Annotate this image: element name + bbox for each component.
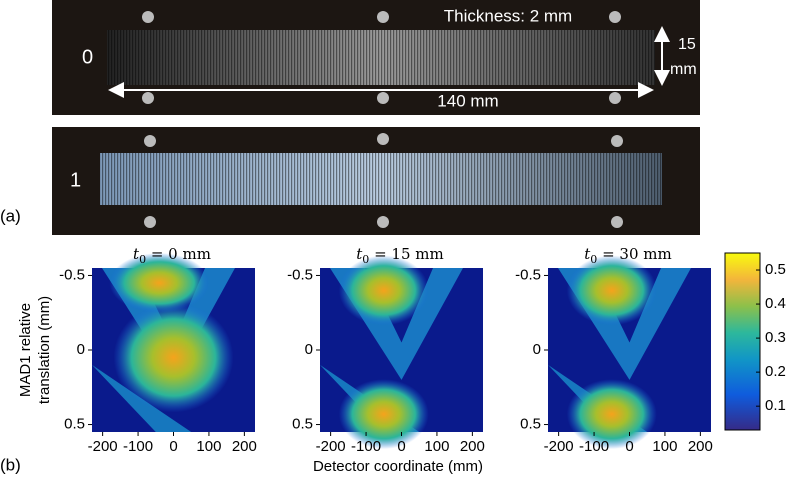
y-tick-label: 0.5 — [292, 416, 313, 433]
x-tick-label: 200 — [460, 438, 485, 455]
heatmap-band — [92, 364, 192, 432]
heatmap-band — [548, 364, 648, 432]
plot-title: t0 = 30 mm — [584, 245, 671, 266]
x-tick-label: 100 — [652, 438, 677, 455]
photo-1: 1 — [52, 127, 700, 235]
title-sub: 0 — [590, 253, 597, 266]
x-tick-label: -100 — [351, 438, 381, 455]
y-label: MAD1 relative — [17, 303, 34, 397]
photo-label: 1 — [70, 169, 81, 191]
width: 140 mm — [437, 91, 498, 110]
heatmap-peak — [113, 302, 234, 413]
colorbar — [724, 252, 761, 431]
heatmap-peak — [566, 255, 657, 326]
plot-title: t0 = 0 mm — [133, 245, 211, 266]
x-tick-label: 0 — [397, 438, 405, 455]
y-tick-label: -0.5 — [515, 266, 541, 283]
x-tick-label: 0 — [625, 438, 633, 455]
x-tick-label: -200 — [544, 438, 574, 455]
y-tick-label: 0.5 — [64, 416, 85, 433]
x-tick-label: 200 — [232, 438, 257, 455]
x-label: Detector coordinate (mm) — [313, 458, 483, 475]
x-tick-label: 0 — [169, 438, 177, 455]
panel-label: (b) — [0, 455, 21, 474]
x-tick-label: 200 — [688, 438, 713, 455]
heatmap-peak — [566, 379, 657, 450]
y-tick-label: 0 — [77, 341, 85, 358]
colorbar-tick-label: 0.2 — [765, 363, 786, 380]
height: 15 — [678, 36, 696, 53]
y-tick-label: 0 — [533, 341, 541, 358]
heatmap-peak — [109, 252, 210, 313]
title-var: t — [584, 245, 591, 263]
x-tick-label: 100 — [196, 438, 221, 455]
photo-0: 0 Thickness: 2 mm 140 mm 15 mm — [52, 0, 700, 115]
title-var: t — [356, 245, 363, 263]
height-unit: mm — [670, 61, 697, 78]
heatmap-peak — [338, 379, 429, 450]
y-tick-label: -0.5 — [59, 266, 85, 283]
heatmap-band — [320, 364, 420, 432]
plot-title: t0 = 15 mm — [356, 245, 443, 266]
thickness: Thickness: 2 mm — [444, 6, 572, 25]
y-tick-label: 0 — [305, 341, 313, 358]
colorbar-tick-label: 0.5 — [765, 261, 786, 278]
x-tick-label: -200 — [316, 438, 346, 455]
title-sub: 0 — [139, 253, 146, 266]
colorbar-tick-label: 0.4 — [765, 295, 786, 312]
photo-label: 0 — [82, 46, 93, 68]
x-tick-label: 100 — [424, 438, 449, 455]
y-tick-label: 0.5 — [520, 416, 541, 433]
title-rest: = 0 mm — [146, 245, 211, 263]
y-label: translation (mm) — [36, 296, 53, 404]
colorbar-tick-label: 0.1 — [765, 397, 786, 414]
colorbar-tick-label: 0.3 — [765, 329, 786, 346]
panel-label: (a) — [0, 206, 21, 225]
x-tick-label: -100 — [579, 438, 609, 455]
title-sub: 0 — [362, 253, 369, 266]
title-rest: = 30 mm — [597, 245, 671, 263]
title-var: t — [133, 245, 140, 263]
heatmap-peak — [338, 255, 429, 326]
x-tick-label: -200 — [88, 438, 118, 455]
title-rest: = 15 mm — [369, 245, 443, 263]
y-tick-label: -0.5 — [287, 266, 313, 283]
x-tick-label: -100 — [123, 438, 153, 455]
